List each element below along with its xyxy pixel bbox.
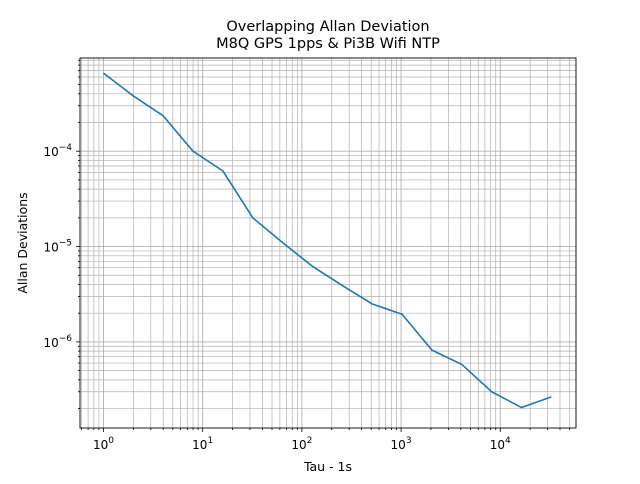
series-layer [102,72,552,409]
y-tick-label: 10−4 [43,143,72,159]
y-tick-label-exponent: −6 [59,334,73,344]
x-tick-label: 103 [391,436,412,452]
y-axis-label: Allan Deviations [15,192,30,293]
x-tick-label-base: 10 [490,438,505,452]
x-tick-label-exponent: 2 [307,436,313,446]
grid [80,58,576,428]
x-tick-label: 104 [490,436,511,452]
chart-title: Overlapping Allan Deviation [226,19,429,35]
x-tick-label: 102 [291,436,312,452]
x-tick-label-base: 10 [93,438,108,452]
x-tick-label-exponent: 1 [207,436,213,446]
x-axis-label: Tau - 1s [303,459,352,474]
y-tick-label-base: 10 [43,145,58,159]
x-tick-label-exponent: 0 [108,436,114,446]
y-tick-label-base: 10 [43,241,58,255]
y-tick-label: 10−6 [43,334,72,350]
x-tick-label-exponent: 3 [406,436,412,446]
plot-area-frame [79,57,577,429]
y-tick-label-base: 10 [43,336,58,350]
x-tick-label-base: 10 [391,438,406,452]
y-tick-label: 10−5 [43,239,72,255]
y-tick-label-exponent: −4 [59,143,73,153]
y-tick-label-exponent: −5 [59,239,72,249]
chart-subtitle: M8Q GPS 1pps & Pi3B Wifi NTP [216,36,440,52]
x-tick-label-base: 10 [291,438,306,452]
x-tick-label-base: 10 [192,438,207,452]
series-line [102,72,552,409]
x-tick-label: 101 [192,436,213,452]
x-tick-label: 100 [93,436,114,452]
x-tick-label-exponent: 4 [505,436,511,446]
